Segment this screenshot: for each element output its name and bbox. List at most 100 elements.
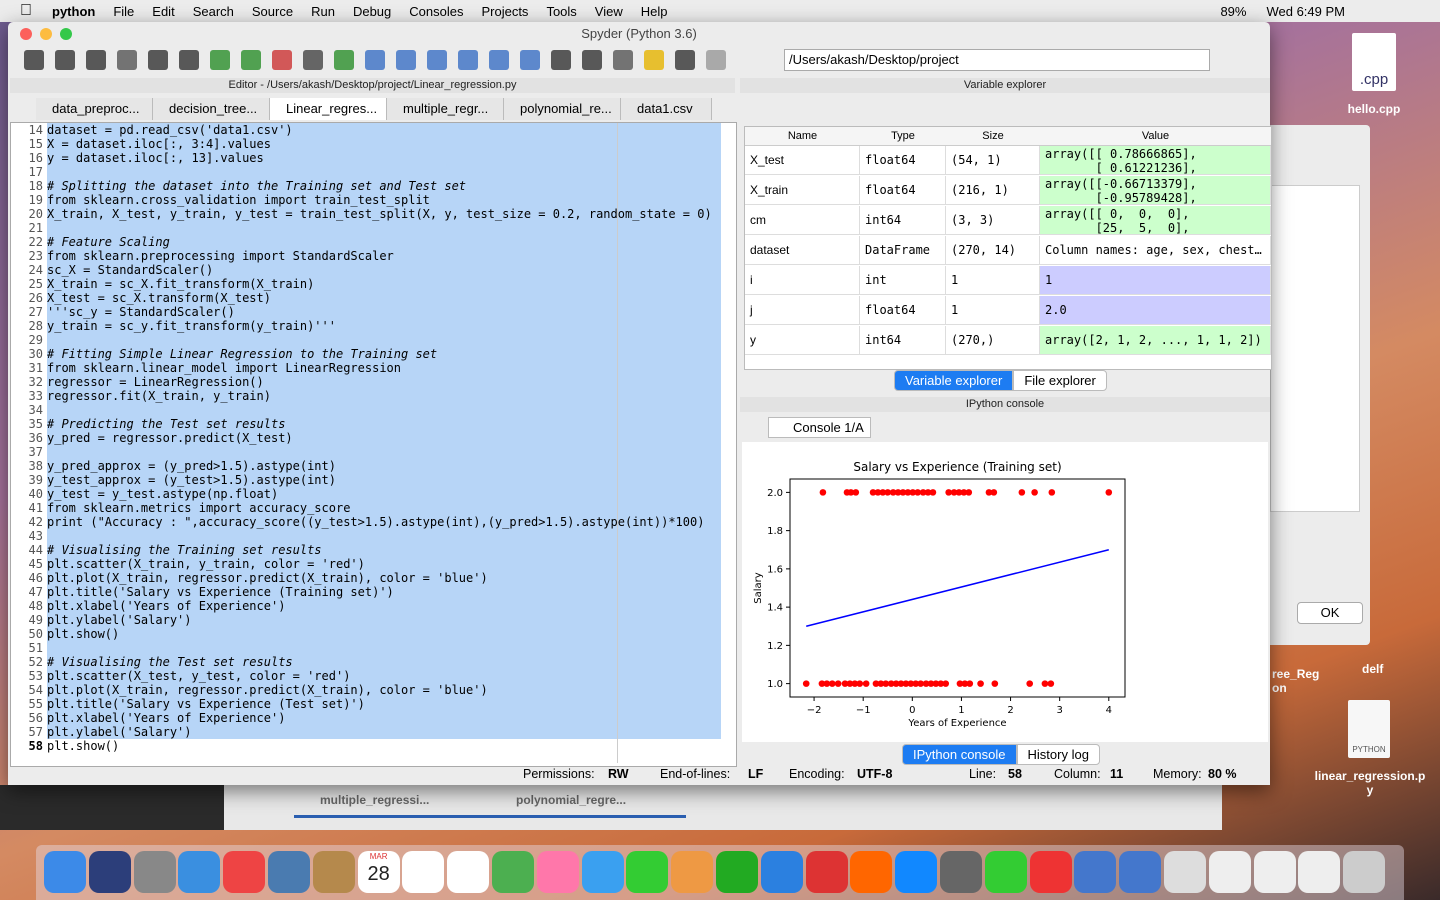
toolbar-button[interactable] <box>551 50 571 70</box>
toolbar-button[interactable] <box>613 50 633 70</box>
dock-icon[interactable] <box>312 851 355 893</box>
cell-value[interactable]: array([[ 0, 0, 0], [25, 5, 0], <box>1040 206 1271 235</box>
close-button[interactable] <box>20 28 32 40</box>
menu-item[interactable]: Tools <box>534 3 576 19</box>
clock[interactable]: Wed 6:49 PM <box>1266 3 1345 19</box>
file-icon[interactable]: PYTHON <box>1348 700 1390 758</box>
dock-icon[interactable] <box>895 851 938 893</box>
cell-type[interactable]: float64 <box>860 296 946 325</box>
cell-value[interactable]: array([2, 1, 2, ..., 1, 1, 2]) <box>1040 326 1271 355</box>
menu-item[interactable]: Source <box>239 3 293 19</box>
cell-type[interactable]: float64 <box>860 176 946 205</box>
dock-icon[interactable] <box>850 851 893 893</box>
dock-icon[interactable] <box>447 851 490 893</box>
cell-name[interactable]: y <box>745 326 860 355</box>
cell-size[interactable]: (270, 14) <box>946 236 1040 265</box>
toolbar-button[interactable] <box>582 50 602 70</box>
toolbar-button[interactable] <box>675 50 695 70</box>
apple-menu[interactable]:  <box>20 2 32 20</box>
menu-item[interactable]: Consoles <box>397 3 463 19</box>
pane-tab[interactable]: File explorer <box>1013 370 1107 391</box>
toolbar-button[interactable] <box>179 50 199 70</box>
editor-tab[interactable]: polynomial_re... <box>504 98 621 120</box>
menu-item[interactable]: Run <box>299 3 335 19</box>
dock-icon[interactable] <box>1343 851 1386 893</box>
toolbar-button[interactable] <box>241 50 261 70</box>
folder-name[interactable]: delf <box>1362 662 1384 676</box>
cell-name[interactable]: i <box>745 266 860 295</box>
cell-size[interactable]: 1 <box>946 266 1040 295</box>
dock-icon[interactable] <box>1074 851 1117 893</box>
toolbar-button[interactable] <box>24 50 44 70</box>
pane-tab[interactable]: Variable explorer <box>894 370 1014 391</box>
menu-item[interactable]: Search <box>180 3 234 19</box>
menu-item[interactable]: File <box>101 3 134 19</box>
editor-tab[interactable]: data_preproc... <box>36 98 153 120</box>
dock-icon[interactable] <box>1164 851 1206 893</box>
dock-icon[interactable] <box>88 851 131 893</box>
cell-size[interactable]: (216, 1) <box>946 176 1040 205</box>
cell-type[interactable]: int64 <box>860 206 946 235</box>
pane-tab[interactable]: History log <box>1016 744 1100 765</box>
dock-icon[interactable] <box>716 851 758 893</box>
toolbar-button[interactable] <box>520 50 540 70</box>
pane-tab[interactable]: IPython console <box>902 744 1017 765</box>
column-header[interactable]: Value <box>1040 127 1271 146</box>
toolbar-button[interactable] <box>272 50 292 70</box>
dock-icon[interactable] <box>133 851 176 893</box>
file-name[interactable]: linear_regression.p y <box>1314 769 1426 797</box>
zoom-button[interactable] <box>60 28 72 40</box>
editor-tab[interactable]: data1.csv <box>621 98 712 120</box>
cell-type[interactable]: int <box>860 266 946 295</box>
cell-name[interactable]: j <box>745 296 860 325</box>
file-icon[interactable]: .cpp <box>1352 33 1396 91</box>
cell-size[interactable]: 1 <box>946 296 1040 325</box>
file-name[interactable]: hello.cpp <box>1347 102 1401 116</box>
toolbar-button[interactable] <box>303 50 323 70</box>
cell-size[interactable]: (54, 1) <box>946 146 1040 175</box>
dock-icon[interactable] <box>536 851 579 893</box>
dock-icon[interactable] <box>223 851 266 893</box>
dock-icon[interactable] <box>402 851 445 893</box>
cell-value[interactable]: 1 <box>1040 266 1271 295</box>
dock-icon[interactable] <box>492 851 534 893</box>
menu-item[interactable]: View <box>582 3 623 19</box>
dock-icon[interactable] <box>626 851 669 893</box>
menu-item[interactable]: Edit <box>140 3 174 19</box>
menu-item[interactable]: Help <box>628 3 668 19</box>
editor-tab[interactable]: Linear_regres... <box>270 98 387 120</box>
cell-name[interactable]: X_train <box>745 176 860 205</box>
background-tab[interactable]: multiple_regressi... <box>294 791 490 818</box>
dock-icon[interactable] <box>1298 851 1341 893</box>
toolbar-button[interactable] <box>334 50 354 70</box>
ok-button[interactable]: OK <box>1297 602 1363 624</box>
dock-icon[interactable] <box>1029 851 1072 893</box>
file-name[interactable]: ree_Reg on <box>1272 667 1320 695</box>
cell-name[interactable]: cm <box>745 206 860 235</box>
cell-value[interactable]: array([[ 0.78666865], [ 0.61221236], <box>1040 146 1271 175</box>
cell-type[interactable]: int64 <box>860 326 946 355</box>
cell-size[interactable]: (3, 3) <box>946 206 1040 235</box>
dock-icon[interactable] <box>1208 851 1251 893</box>
dock-icon[interactable] <box>581 851 624 893</box>
cell-value[interactable]: Column names: age, sex, chest… <box>1040 236 1271 265</box>
cell-type[interactable]: float64 <box>860 146 946 175</box>
path-field[interactable]: /Users/akash/Desktop/project <box>784 49 1210 71</box>
toolbar-button[interactable] <box>706 50 726 70</box>
dock-icon[interactable] <box>760 851 803 893</box>
battery[interactable]: 89% <box>1220 3 1247 19</box>
dock-icon[interactable] <box>1253 851 1296 893</box>
toolbar-button[interactable] <box>458 50 478 70</box>
minimize-button[interactable] <box>40 28 52 40</box>
dock-icon[interactable]: MAR 28 <box>357 851 400 893</box>
code-editor[interactable]: 14 dataset = pd.read_csv('data1.csv') 15 X … <box>10 122 737 767</box>
app-menu[interactable]: python <box>40 3 95 19</box>
editor-tab[interactable]: multiple_regr... <box>387 98 504 120</box>
console-tab[interactable]: Console 1/A <box>768 417 871 438</box>
toolbar-button[interactable] <box>210 50 230 70</box>
dock-icon[interactable] <box>671 851 714 893</box>
dock-icon[interactable] <box>1119 851 1162 893</box>
toolbar-button[interactable] <box>365 50 385 70</box>
toolbar-button[interactable] <box>427 50 447 70</box>
toolbar-button[interactable] <box>117 50 137 70</box>
